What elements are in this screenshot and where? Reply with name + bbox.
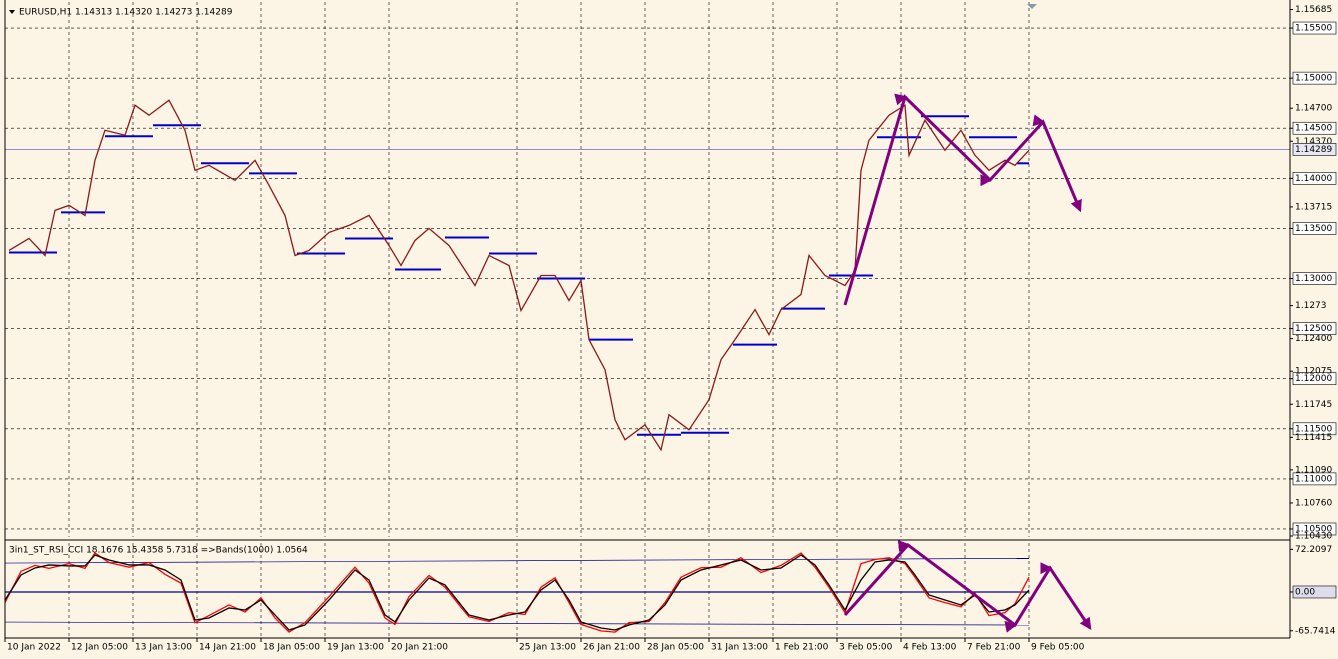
y-tick-box <box>1292 322 1337 335</box>
y-tick-label: 1.13000 <box>1295 274 1332 284</box>
y-tick-label: 1.14000 <box>1295 174 1332 184</box>
y-tick-label: 1.11090 <box>1295 465 1332 475</box>
x-tick-label: 13 Jan 13:00 <box>135 643 192 653</box>
y-tick-label: 1.13500 <box>1295 224 1332 234</box>
y-tick-label: 72.2097 <box>1295 545 1332 555</box>
y-tick-label: 1.12075 <box>1295 367 1332 377</box>
y-tick-label: 1.14700 <box>1295 104 1332 114</box>
x-tick-label: 20 Jan 21:00 <box>391 643 448 653</box>
y-tick-label: 1.12500 <box>1295 324 1332 334</box>
drawn-arrow <box>843 539 1092 633</box>
series-line <box>8 99 1030 452</box>
x-tick-label: 10 Jan 2022 <box>7 643 61 653</box>
y-tick-box <box>1292 372 1337 386</box>
y-tick-box <box>1292 422 1337 436</box>
y-tick-label: 1.14500 <box>1295 124 1332 134</box>
x-tick-label: 7 Feb 21:00 <box>967 643 1021 653</box>
y-tick-label: 1.11415 <box>1295 433 1332 443</box>
y-tick-label: 1.14370 <box>1295 137 1332 147</box>
series-line <box>4 554 1030 631</box>
x-tick-label: 3 Feb 05:00 <box>839 643 893 653</box>
y-tick-box <box>1292 585 1337 599</box>
y-tick-label: 0.00 <box>1295 587 1315 597</box>
y-tick-box <box>1292 71 1337 85</box>
current-price-label: 1.14289 <box>1295 145 1332 155</box>
x-tick-label: 9 Feb 05:00 <box>1031 643 1085 653</box>
y-tick-label: 1.10430 <box>1295 531 1332 541</box>
chart-title: EURUSD,H1 1.14313 1.14320 1.14273 1.1428… <box>19 8 233 18</box>
y-tick-box <box>1292 272 1337 285</box>
x-tick-label: 26 Jan 21:00 <box>583 643 640 653</box>
series-line <box>4 552 1030 633</box>
x-tick-label: 14 Jan 21:00 <box>199 643 256 653</box>
x-tick-label: 19 Jan 13:00 <box>327 643 384 653</box>
y-tick-box <box>1292 121 1337 135</box>
x-tick-label: 18 Jan 05:00 <box>263 643 320 653</box>
y-tick-label: 1.15000 <box>1295 74 1332 84</box>
drawn-arrow <box>843 93 1082 306</box>
y-tick-label: 1.11000 <box>1295 474 1332 484</box>
y-tick-label: -65.7414 <box>1295 626 1336 636</box>
band-line <box>4 557 1030 564</box>
y-tick-label: 1.1273 <box>1295 301 1327 311</box>
x-tick-label: 12 Jan 05:00 <box>71 643 128 653</box>
y-tick-box <box>1292 172 1337 185</box>
y-tick-label: 1.10500 <box>1295 524 1332 534</box>
y-tick-box <box>1292 222 1337 235</box>
x-tick-label: 28 Jan 05:00 <box>647 643 704 653</box>
y-tick-label: 1.13715 <box>1295 202 1332 212</box>
current-price-box <box>1292 143 1337 156</box>
y-tick-box <box>1292 472 1337 486</box>
y-tick-box <box>1292 522 1337 536</box>
y-tick-label: 1.11500 <box>1295 424 1332 434</box>
collapse-icon[interactable] <box>9 10 15 14</box>
y-tick-label: 1.11745 <box>1295 400 1332 410</box>
y-tick-box <box>1292 21 1337 35</box>
y-tick-label: 1.12000 <box>1295 374 1332 384</box>
y-tick-label: 1.12400 <box>1295 334 1332 344</box>
shift-marker[interactable] <box>1027 4 1037 9</box>
y-tick-label: 1.10760 <box>1295 498 1332 508</box>
y-tick-label: 1.15685 <box>1295 5 1332 15</box>
band-line <box>4 621 1030 626</box>
y-tick-label: 1.15500 <box>1295 24 1332 34</box>
x-tick-label: 31 Jan 13:00 <box>711 643 768 653</box>
x-tick-label: 25 Jan 13:00 <box>519 643 576 653</box>
x-tick-label: 1 Feb 21:00 <box>775 643 829 653</box>
indicator-title: 3in1_ST_RSI_CCI 18.1676 15.4358 5.7318 =… <box>9 546 308 556</box>
x-tick-label: 4 Feb 13:00 <box>903 643 957 653</box>
